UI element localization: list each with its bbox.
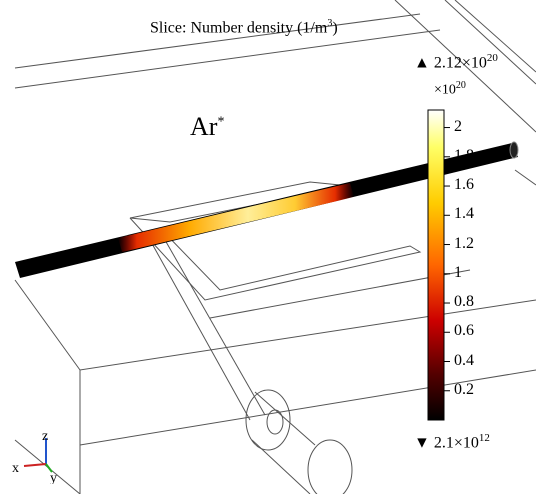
colorbar-tick-label: 0.8 bbox=[454, 293, 474, 311]
plasma-tube bbox=[15, 141, 519, 278]
colorbar-tick-label: 1.2 bbox=[454, 234, 474, 252]
colorbar-tick-label: 1.8 bbox=[454, 146, 474, 164]
species-label: Ar* bbox=[190, 112, 225, 141]
geometry-wireframe bbox=[14, 0, 536, 494]
axis-y-label: y bbox=[50, 471, 57, 484]
min-arrow-icon: ▼ bbox=[414, 434, 430, 452]
plot-title: Slice: Number density (1/m3) bbox=[150, 18, 338, 37]
colorbar-tick-label: 0.2 bbox=[454, 380, 474, 398]
colorbar-tick-label: 1.6 bbox=[454, 176, 474, 194]
axis-x-label: x bbox=[12, 461, 19, 476]
colorbar-multiplier: ×1020 bbox=[434, 80, 466, 98]
colorbar-tick-label: 1 bbox=[454, 263, 462, 281]
colorbar-tick-label: 0.4 bbox=[454, 351, 474, 369]
axis-z-label: z bbox=[42, 429, 48, 444]
max-arrow-icon: ▲ bbox=[414, 54, 430, 72]
axis-triad: z x y bbox=[12, 429, 57, 484]
colorbar-max-label: ▲ 2.12×1020 bbox=[414, 52, 498, 72]
colorbar bbox=[427, 109, 450, 421]
colorbar-tick-label: 2 bbox=[454, 117, 462, 135]
colorbar-min-label: ▼ 2.1×1012 bbox=[414, 432, 490, 452]
colorbar-tick-label: 1.4 bbox=[454, 205, 474, 223]
colorbar-tick-label: 0.6 bbox=[454, 322, 474, 340]
